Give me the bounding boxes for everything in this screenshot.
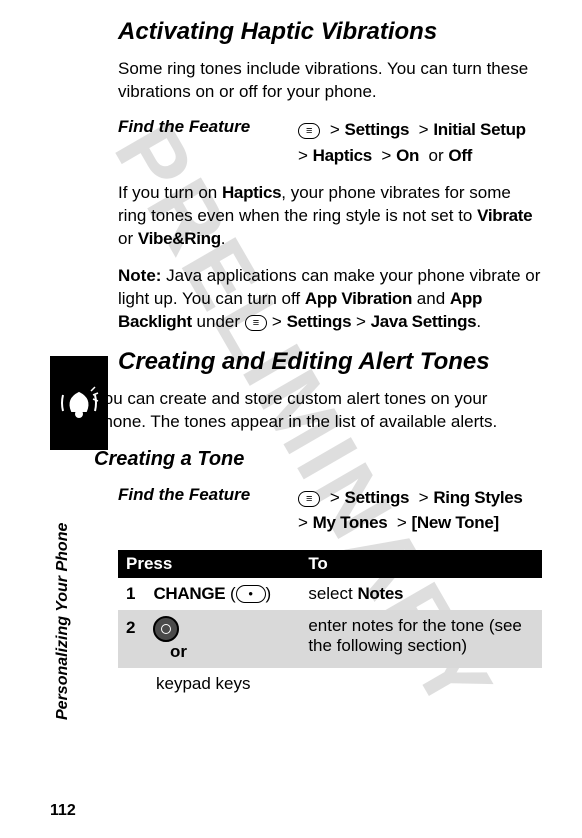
ui-text: Vibrate: [477, 206, 532, 225]
feature-path-haptic: ≡ > Settings > Initial Setup > Haptics >…: [298, 117, 542, 168]
row-number: 2: [126, 618, 144, 638]
section-title-alert-tones: Creating and Editing Alert Tones: [118, 348, 542, 376]
menu-icon: ≡: [298, 491, 320, 507]
press-to-table: Press To 1 CHANGE ( • ) select Notes 2: [118, 550, 542, 700]
page-number: 112: [50, 802, 76, 820]
feature-label: Find the Feature: [118, 117, 298, 168]
ui-path: [New Tone]: [412, 513, 499, 532]
table-row: keypad keys: [118, 668, 542, 700]
text: under: [192, 312, 245, 331]
row-number: 1: [126, 584, 144, 604]
ui-path: On: [396, 146, 419, 165]
feature-row-haptic: Find the Feature ≡ > Settings > Initial …: [118, 117, 542, 168]
or-label: or: [170, 642, 187, 661]
ui-path: My Tones: [313, 513, 388, 532]
ui-path: Off: [448, 146, 472, 165]
ui-text: Settings: [287, 312, 352, 331]
text: .: [221, 229, 226, 248]
alert-tones-intro: You can create and store custom alert to…: [94, 388, 542, 434]
ui-path: Settings: [345, 488, 410, 507]
feature-label: Find the Feature: [118, 485, 298, 536]
ui-text: App Vibration: [305, 289, 412, 308]
section-title-haptic: Activating Haptic Vibrations: [118, 18, 542, 46]
to-text: select: [308, 584, 357, 603]
table-head-to: To: [300, 550, 542, 578]
feature-path-tone: ≡ > Settings > Ring Styles > My Tones > …: [298, 485, 542, 536]
text: .: [476, 312, 481, 331]
to-text: enter notes for the tone (see the follow…: [300, 610, 542, 668]
menu-icon: ≡: [245, 315, 267, 331]
subsection-creating-tone: Creating a Tone: [94, 448, 542, 471]
table-row: 2 or enter notes for the tone (see the f…: [118, 610, 542, 668]
table-row: 1 CHANGE ( • ) select Notes: [118, 578, 542, 610]
press-action: CHANGE: [153, 584, 225, 603]
haptic-para: If you turn on Haptics, your phone vibra…: [118, 182, 542, 251]
haptic-note: Note: Java applications can make your ph…: [118, 265, 542, 334]
nav-key-icon: [153, 616, 179, 642]
text: If you turn on: [118, 183, 222, 202]
ui-path: Ring Styles: [433, 488, 522, 507]
ui-text: Haptics: [222, 183, 281, 202]
press-action: keypad keys: [156, 674, 251, 693]
ui-text: Java Settings: [371, 312, 477, 331]
alert-bell-icon: [57, 381, 101, 425]
soft-key-icon: •: [236, 585, 266, 603]
section-icon-block: [50, 356, 108, 450]
text: and: [412, 289, 450, 308]
note-label: Note:: [118, 266, 161, 285]
ui-text: Notes: [357, 584, 403, 603]
menu-icon: ≡: [298, 123, 320, 139]
table-head-press: Press: [118, 550, 300, 578]
vertical-section-label: Personalizing Your Phone: [54, 523, 72, 720]
page-content: Activating Haptic Vibrations Some ring t…: [0, 0, 582, 700]
ui-path: Initial Setup: [433, 120, 525, 139]
text: or: [118, 229, 138, 248]
ui-text: Vibe&Ring: [138, 229, 221, 248]
ui-path: Settings: [345, 120, 410, 139]
ui-path: Haptics: [313, 146, 372, 165]
haptic-intro: Some ring tones include vibrations. You …: [118, 58, 542, 104]
feature-row-tone: Find the Feature ≡ > Settings > Ring Sty…: [118, 485, 542, 536]
